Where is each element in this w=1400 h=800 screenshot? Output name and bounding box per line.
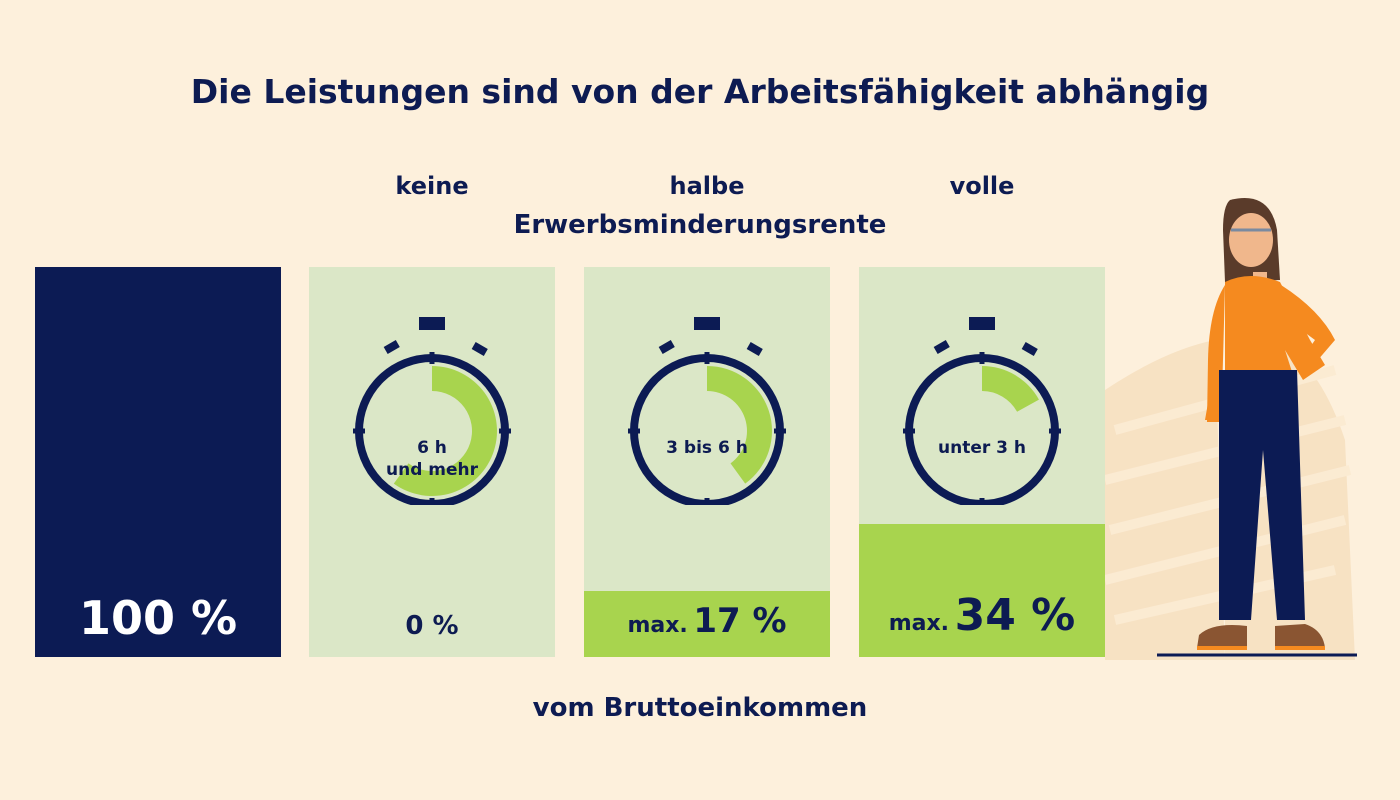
- clock-label-line2: und mehr: [385, 460, 479, 480]
- percent-value: 34 %: [954, 590, 1076, 641]
- percent-prefix: max.: [888, 611, 950, 636]
- clock-full: unter 3 h: [897, 315, 1067, 510]
- stopwatch-crown: [969, 317, 995, 330]
- column-header-full: volle: [949, 172, 1015, 200]
- stopwatch-side-button: [658, 340, 675, 354]
- woman-illustration: [1105, 198, 1357, 660]
- percent-value: 0 %: [405, 611, 459, 641]
- stopwatch-progress-arc: [982, 366, 1039, 412]
- stopwatch-icon: [353, 317, 511, 510]
- clock-label: 6 h und mehr: [347, 437, 517, 481]
- baseline-percent: 100 %: [78, 591, 238, 645]
- left-shoe: [1197, 625, 1247, 648]
- trousers: [1219, 370, 1305, 620]
- stopwatch-crown: [694, 317, 720, 330]
- bar-fill-half: [584, 591, 830, 657]
- page-title: Die Leistungen sind von der Arbeitsfähig…: [190, 72, 1210, 111]
- stopwatch-side-button: [933, 340, 950, 354]
- face: [1229, 213, 1273, 267]
- baseline-bar: 100 %: [35, 267, 281, 657]
- stopwatch-side-button: [471, 342, 488, 356]
- clock-label: 3 bis 6 h: [622, 437, 792, 459]
- stopwatch-side-button: [746, 342, 763, 356]
- stopwatch-progress-arc: [393, 366, 497, 496]
- clock-label: unter 3 h: [897, 437, 1067, 459]
- stopwatch-progress-arc: [707, 366, 772, 484]
- percent-prefix: max.: [627, 613, 688, 638]
- subtitle: Erwerbsminderungsrente: [513, 210, 887, 240]
- clock-label-line1: 6 h: [417, 438, 447, 458]
- panel-half: 3 bis 6 h max. 17 %: [584, 267, 830, 657]
- clock-label-line1: 3 bis 6 h: [666, 438, 748, 458]
- clock-label-line1: unter 3 h: [937, 438, 1026, 458]
- clock-half: 3 bis 6 h: [622, 315, 792, 510]
- footer-caption: vom Bruttoeinkommen: [532, 693, 868, 723]
- panel-none: 6 h und mehr 0 %: [309, 267, 555, 657]
- stopwatch-icon: [903, 317, 1061, 510]
- percent-value: 17 %: [693, 601, 787, 641]
- right-shoe: [1275, 624, 1325, 648]
- stopwatch-crown: [419, 317, 445, 330]
- percent-none: 0 %: [309, 611, 555, 641]
- column-header-none: keine: [395, 172, 469, 200]
- column-header-half: halbe: [669, 172, 745, 200]
- percent-full: max. 34 %: [859, 590, 1105, 641]
- stopwatch-side-button: [1021, 342, 1038, 356]
- panel-full: unter 3 h max. 34 %: [859, 267, 1105, 657]
- stopwatch-icon: [628, 317, 786, 510]
- percent-half: max. 17 %: [584, 601, 830, 641]
- stopwatch-side-button: [383, 340, 400, 354]
- clock-none: 6 h und mehr: [347, 315, 517, 510]
- bar-fill-full: [859, 524, 1105, 657]
